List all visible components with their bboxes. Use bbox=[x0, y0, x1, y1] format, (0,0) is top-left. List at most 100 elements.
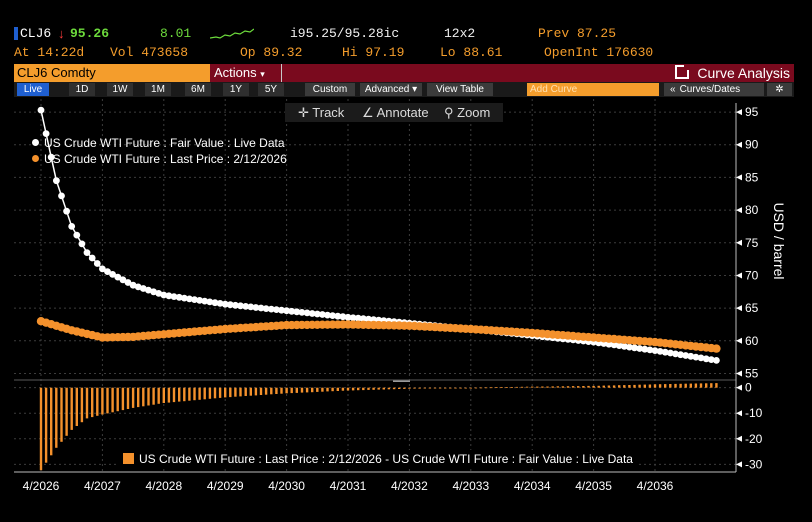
data-point bbox=[329, 312, 336, 319]
tab-1y[interactable]: 1Y bbox=[223, 83, 249, 96]
y-tick-label: 70 bbox=[745, 268, 759, 282]
y-tick-mark bbox=[736, 239, 742, 246]
annotate-tool[interactable]: ∠ Annotate bbox=[362, 103, 429, 122]
data-point bbox=[252, 304, 260, 311]
spread-bar bbox=[618, 385, 621, 388]
spread-bar bbox=[91, 387, 94, 418]
spread-bar bbox=[152, 387, 155, 405]
spread-bar bbox=[515, 386, 518, 388]
data-point bbox=[150, 288, 158, 296]
spread-bar bbox=[418, 387, 421, 389]
spread-bar bbox=[367, 387, 370, 390]
zoom-tool[interactable]: ⚲ Zoom bbox=[444, 103, 490, 122]
legend-item-fair-value[interactable]: US Crude WTI Future : Fair Value : Live … bbox=[32, 136, 285, 150]
spread-bar bbox=[321, 387, 324, 392]
y-tick-mark bbox=[736, 337, 742, 344]
data-point bbox=[237, 302, 244, 310]
data-point bbox=[186, 295, 193, 303]
gear-icon[interactable]: ✲ bbox=[767, 83, 792, 96]
ticker[interactable]: CLJ6 bbox=[20, 26, 52, 41]
pane-splitter[interactable] bbox=[393, 380, 410, 382]
security-field[interactable]: CLJ6 Comdty bbox=[14, 64, 210, 82]
tab-1d[interactable]: 1D bbox=[69, 83, 95, 96]
data-point bbox=[682, 352, 690, 359]
spread-bar bbox=[433, 387, 437, 389]
spread-bar bbox=[224, 387, 227, 398]
spread-bar bbox=[121, 387, 125, 411]
tab-1m[interactable]: 1M bbox=[145, 83, 171, 96]
data-point bbox=[247, 303, 255, 311]
y-tick-mark bbox=[736, 384, 742, 391]
spread-bar bbox=[623, 385, 626, 388]
spread-bar bbox=[331, 387, 334, 392]
spread-bar bbox=[592, 385, 595, 388]
data-point bbox=[160, 291, 168, 299]
magnifier-icon: ⚲ bbox=[444, 105, 458, 120]
data-point bbox=[216, 300, 224, 307]
spread-bar bbox=[648, 384, 652, 388]
y-tick-mark bbox=[736, 207, 742, 214]
data-point bbox=[339, 313, 347, 321]
spread-bar bbox=[602, 385, 605, 388]
spread-bar bbox=[699, 383, 703, 388]
pencil-icon: ∠ bbox=[362, 105, 377, 120]
y-tick-mark bbox=[736, 174, 742, 181]
data-point bbox=[334, 312, 342, 320]
tab-1w[interactable]: 1W bbox=[107, 83, 133, 96]
view-table-button[interactable]: View Table bbox=[427, 83, 493, 96]
spread-bar bbox=[531, 386, 534, 388]
net-change: 8.01 bbox=[160, 26, 192, 41]
spread-bar bbox=[336, 387, 339, 391]
spread-bar bbox=[372, 387, 375, 390]
spread-bar bbox=[715, 383, 718, 388]
spread-bar bbox=[70, 387, 73, 430]
y-tick-mark bbox=[736, 370, 742, 377]
spread-bar bbox=[244, 387, 247, 396]
data-point bbox=[288, 307, 296, 315]
ticker-marker bbox=[14, 27, 18, 40]
actions-menu[interactable]: Actions ▾ bbox=[214, 64, 265, 82]
tab-6m[interactable]: 6M bbox=[185, 83, 211, 96]
legend-item-last-price[interactable]: US Crude WTI Future : Last Price : 2/12/… bbox=[32, 152, 287, 166]
x-tick-label: 4/2028 bbox=[145, 479, 182, 493]
spread-bar bbox=[249, 387, 252, 396]
spread-bar bbox=[65, 387, 68, 436]
spread-bar bbox=[674, 383, 677, 388]
spread-bar bbox=[254, 387, 258, 396]
data-point bbox=[139, 285, 147, 292]
y-tick-mark bbox=[736, 435, 742, 442]
spread-bar bbox=[571, 386, 575, 388]
spread-bar bbox=[643, 384, 646, 388]
spread-bar bbox=[705, 383, 708, 388]
tab-5y[interactable]: 5Y bbox=[258, 83, 284, 96]
curves-dates-button[interactable]: «Curves/Dates bbox=[664, 83, 764, 96]
spread-bar bbox=[525, 386, 529, 388]
track-tool[interactable]: ✛ Track bbox=[298, 103, 344, 122]
spread-bar bbox=[633, 384, 636, 388]
y-tick-label: 55 bbox=[745, 366, 759, 380]
y-tick-label: 95 bbox=[745, 105, 759, 119]
data-point bbox=[641, 345, 649, 353]
advanced-button[interactable]: Advanced ▾ bbox=[360, 83, 422, 96]
spread-bar bbox=[60, 387, 63, 442]
data-point bbox=[109, 271, 116, 278]
spread-bar bbox=[290, 387, 293, 394]
curves-dates-label: Curves/Dates bbox=[679, 84, 741, 95]
spread-bar bbox=[341, 387, 345, 391]
data-point bbox=[114, 273, 122, 281]
fair-value-series bbox=[37, 106, 720, 364]
data-point bbox=[257, 304, 265, 312]
add-curve-input[interactable]: Add Curve bbox=[527, 83, 659, 96]
spread-bar bbox=[505, 387, 508, 388]
custom-button[interactable]: Custom bbox=[305, 83, 355, 96]
popout-icon[interactable] bbox=[675, 64, 691, 79]
tab-live[interactable]: Live bbox=[17, 83, 49, 96]
spread-bar bbox=[362, 387, 365, 391]
y-axis-label: USD / barrel bbox=[771, 202, 787, 279]
period-tabs: Live 1D 1W 1M 6M 1Y 5Y Custom Advanced ▾… bbox=[14, 82, 794, 97]
legend-item-spread[interactable]: US Crude WTI Future : Last Price : 2/12/… bbox=[117, 450, 637, 469]
data-point bbox=[196, 297, 204, 304]
spread-bar bbox=[111, 387, 114, 413]
orange-dot-icon bbox=[32, 155, 39, 162]
data-point bbox=[298, 309, 306, 316]
